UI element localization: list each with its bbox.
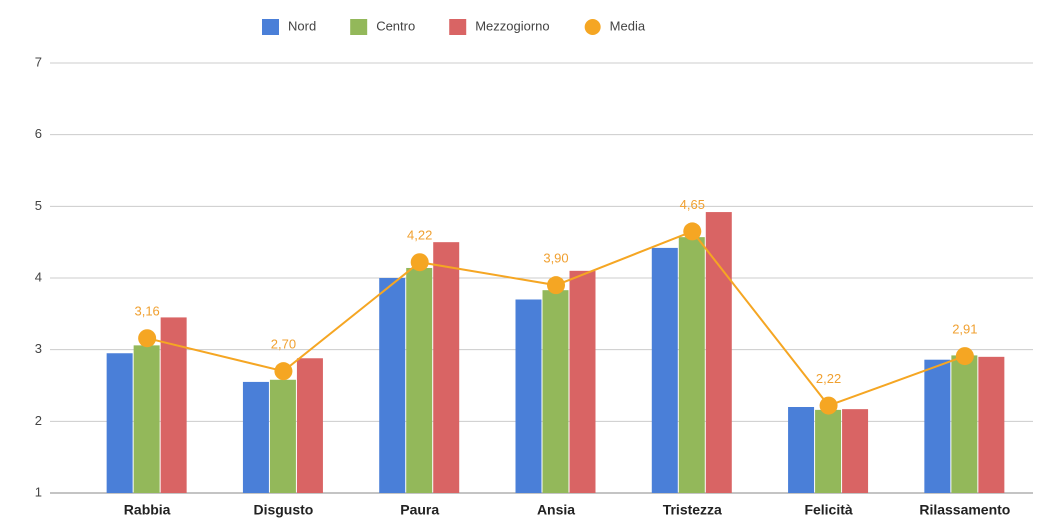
bar — [433, 242, 460, 493]
legend-symbol — [350, 19, 368, 35]
y-tick-label: 6 — [35, 126, 42, 141]
bar — [269, 379, 296, 493]
x-tick-label: Tristezza — [663, 502, 722, 518]
value-label: 4,65 — [680, 197, 705, 212]
bar — [924, 359, 951, 493]
y-tick-label: 2 — [35, 413, 42, 428]
legend-symbol — [584, 19, 601, 35]
point — [683, 222, 702, 241]
bar — [542, 290, 569, 493]
point — [274, 362, 293, 381]
bar — [106, 353, 133, 493]
value-label: 3,90 — [543, 251, 568, 266]
bar — [296, 358, 323, 493]
legend-symbol — [262, 19, 279, 35]
legend-label: Mezzogiorno — [475, 18, 549, 33]
bar — [406, 267, 433, 493]
y-tick-label: 7 — [35, 54, 42, 69]
y-tick-label: 1 — [35, 484, 42, 499]
legend-label: Media — [610, 18, 646, 33]
value-label: 4,22 — [407, 228, 432, 243]
point — [138, 329, 157, 348]
bar — [569, 270, 596, 493]
point — [819, 396, 838, 415]
point — [547, 276, 565, 295]
value-label: 2,70 — [271, 337, 296, 352]
y-tick-label: 3 — [35, 341, 42, 356]
value-label: 2,22 — [816, 371, 841, 386]
point — [955, 347, 974, 366]
x-tick-label: Rabbia — [124, 502, 171, 518]
bar — [242, 381, 269, 493]
bar — [788, 407, 815, 493]
bar — [133, 345, 160, 493]
bar — [951, 355, 978, 493]
value-label: 2,91 — [952, 322, 977, 337]
x-tick-label: Felicità — [804, 502, 852, 518]
x-tick-label: Disgusto — [253, 502, 313, 518]
bar — [379, 278, 406, 493]
bar — [515, 299, 542, 493]
y-tick-label: 5 — [35, 198, 42, 213]
bar — [678, 237, 705, 493]
value-label: 3,16 — [134, 304, 159, 319]
bar — [842, 409, 869, 493]
y-tick-label: 4 — [35, 269, 42, 284]
x-tick-label: Ansia — [537, 502, 575, 518]
bar — [978, 356, 1005, 493]
x-tick-label: Paura — [400, 502, 439, 518]
legend-symbol — [449, 19, 467, 35]
point — [410, 253, 429, 272]
legend-label: Centro — [376, 18, 415, 33]
bar — [705, 212, 732, 494]
bar — [815, 409, 842, 493]
x-tick-label: Rilassamento — [919, 502, 1010, 518]
bar — [651, 247, 678, 493]
legend-label: Nord — [288, 18, 316, 33]
